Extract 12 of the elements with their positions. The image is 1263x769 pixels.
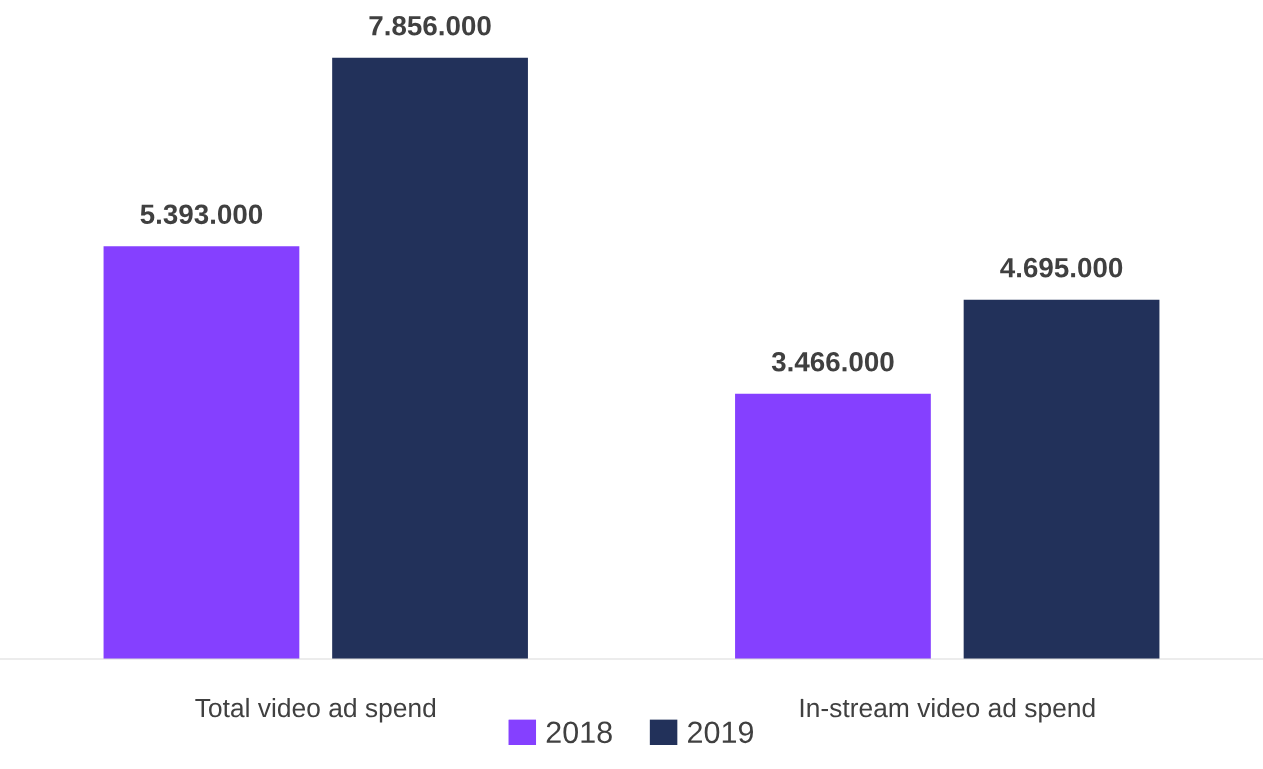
x-tick-label: Total video ad spend xyxy=(195,697,436,723)
data-label: 7.856.000 xyxy=(369,15,491,36)
bar xyxy=(103,246,300,660)
legend-label: 2019 xyxy=(688,721,754,744)
bar xyxy=(735,393,931,660)
bar xyxy=(332,57,528,660)
data-label: 4.695.000 xyxy=(1000,257,1123,278)
bar xyxy=(963,299,1160,660)
legend-label: 2018 xyxy=(546,721,612,744)
data-label: 5.393.000 xyxy=(140,204,263,225)
x-tick-label: In-stream video ad spend xyxy=(800,697,1095,723)
data-label: 3.466.000 xyxy=(771,351,894,372)
